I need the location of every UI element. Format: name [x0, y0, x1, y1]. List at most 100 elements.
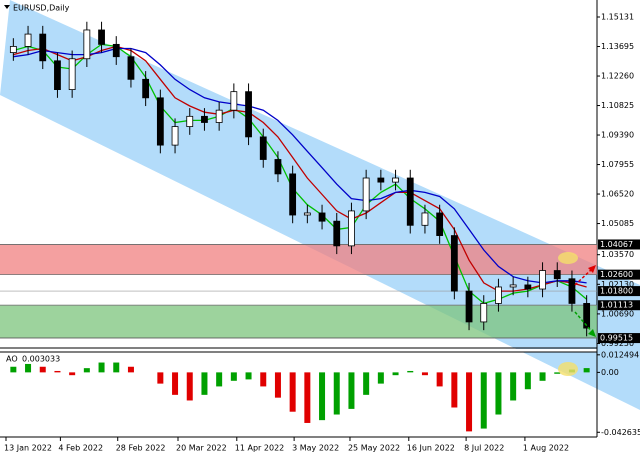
y-tick-label: 1.13695: [601, 42, 634, 51]
level-tag: [598, 333, 640, 344]
x-tick-label: 3 May 2022: [292, 444, 339, 453]
candle-body: [68, 58, 76, 91]
candle-body: [98, 29, 105, 45]
indicator-tick-label: 0.012494: [601, 350, 639, 359]
ao-bar: [348, 372, 355, 409]
ao-bar: [407, 370, 414, 373]
candle-body: [230, 91, 238, 111]
ao-bar: [54, 370, 61, 373]
ao-bar: [39, 366, 46, 373]
y-tick-label: 1.00690: [601, 309, 634, 318]
x-tick-label: 20 Mar 2022: [176, 444, 227, 453]
ao-bar: [466, 372, 473, 432]
candle-body: [127, 56, 135, 80]
candle-body: [406, 177, 414, 226]
y-tick-label: 0.99250: [601, 339, 634, 348]
ao-bar: [304, 372, 311, 423]
ao-bar: [83, 368, 90, 373]
indicator-value: 0.003033: [22, 355, 60, 364]
arrow-head: [588, 329, 596, 337]
x-tick-label: 4 Feb 2022: [58, 444, 103, 453]
y-tick-label: 1.10825: [601, 101, 634, 110]
ao-bar: [333, 372, 340, 415]
ao-bar: [274, 372, 281, 398]
zone: [0, 305, 597, 339]
ao-bar: [69, 372, 76, 376]
candle-body: [480, 303, 488, 323]
candle-body: [348, 210, 355, 247]
highlight: [558, 362, 578, 376]
level-label: 1.02600: [600, 270, 633, 279]
candle-body: [421, 212, 429, 226]
candle-body: [9, 46, 17, 53]
ao-bar: [554, 372, 561, 374]
level-tag: [598, 269, 640, 280]
ao-bar: [421, 372, 428, 376]
y-tick-label: 1.12260: [601, 72, 634, 81]
candle-body: [156, 97, 164, 146]
candle-body: [39, 33, 47, 62]
level-tag: [598, 239, 640, 250]
indicator-name: AO: [6, 355, 18, 364]
y-tick-label: 1.15131: [601, 13, 634, 22]
zone: [0, 244, 597, 275]
ao-bar: [583, 368, 590, 373]
candle-body: [539, 270, 546, 290]
candle-body: [112, 43, 120, 58]
y-tick-label: 1.03570: [601, 250, 634, 259]
ao-bar: [216, 372, 223, 387]
x-tick-label: 16 Jun 2022: [407, 444, 455, 453]
y-tick-label: 1.02130: [601, 280, 634, 289]
candle-body: [142, 78, 150, 99]
ao-bar: [10, 366, 17, 373]
candle-body: [524, 284, 532, 290]
y-tick-label: 1.09390: [601, 131, 634, 140]
x-tick-label: 13 Jan 2022: [4, 444, 52, 453]
x-tick-label: 1 Aug 2022: [523, 444, 569, 453]
level-tag: [598, 300, 640, 311]
ao-bar: [25, 363, 32, 373]
candle-body: [303, 212, 311, 216]
ao-bar: [480, 372, 487, 429]
ao-bar: [289, 372, 296, 412]
candle-body: [289, 173, 297, 216]
arrow-up: [574, 267, 594, 286]
candle-body: [392, 177, 399, 183]
ao-bar: [319, 372, 326, 421]
candle-body: [568, 278, 576, 304]
moving-average: [13, 45, 587, 292]
candle-body: [495, 286, 502, 304]
y-tick-label: 1.07955: [601, 160, 634, 169]
candle-body: [436, 212, 444, 236]
candle-body: [259, 136, 267, 160]
candle-body: [274, 159, 282, 175]
ao-bar: [392, 372, 399, 376]
ao-bar: [451, 372, 458, 408]
candle-body: [465, 290, 473, 323]
ao-bar: [172, 372, 179, 395]
candle-body: [333, 220, 341, 247]
ao-bar: [98, 362, 105, 373]
candle-body: [215, 109, 223, 123]
ao-bar: [113, 362, 120, 373]
ao-bar: [363, 372, 370, 395]
candle-body: [83, 29, 91, 60]
level-label: 1.01113: [600, 301, 633, 310]
candle-body: [450, 235, 458, 292]
candle-body: [553, 270, 561, 280]
level-label: 1.04067: [600, 240, 633, 249]
menu-icon: [4, 5, 10, 9]
ao-bar: [245, 372, 252, 380]
indicator-tick-label: 0.00: [601, 368, 619, 377]
highlight: [558, 252, 578, 264]
ao-bar: [495, 372, 502, 415]
candle-body: [377, 177, 385, 183]
ao-bar: [260, 372, 267, 387]
candle-body: [583, 303, 591, 329]
indicator-tick-label: -0.042635: [601, 428, 640, 437]
y-tick-label: 1.06520: [601, 190, 634, 199]
ao-bar: [377, 372, 384, 384]
level-label: 0.99515: [600, 334, 633, 343]
moving-average: [13, 47, 587, 284]
